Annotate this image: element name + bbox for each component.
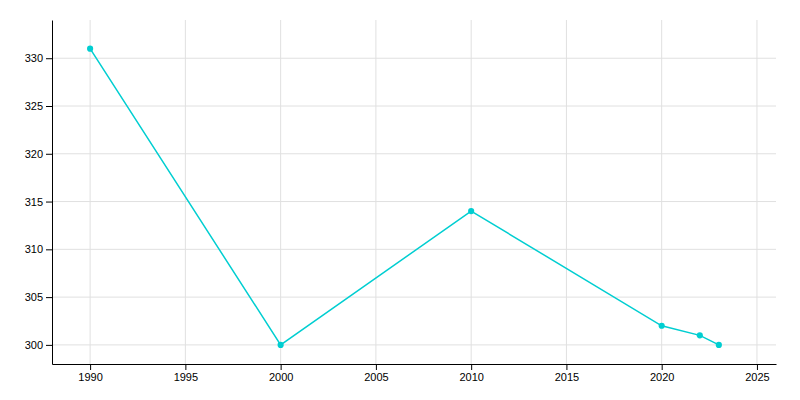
tick: 2000 xyxy=(269,364,293,383)
marker xyxy=(716,342,722,348)
grid-line xyxy=(52,106,776,107)
tick-label: 310 xyxy=(25,243,43,255)
tick-label: 325 xyxy=(25,100,43,112)
grid-line xyxy=(280,20,281,364)
grid-line xyxy=(52,58,776,59)
tick: 305 xyxy=(25,291,52,303)
tick: 330 xyxy=(25,52,52,64)
tick: 320 xyxy=(25,148,52,160)
tick: 2020 xyxy=(650,364,674,383)
tick-label: 2005 xyxy=(364,371,388,383)
grid-line xyxy=(52,201,776,202)
tick-label: 1995 xyxy=(174,371,198,383)
tick-label: 305 xyxy=(25,291,43,303)
tick: 2005 xyxy=(364,364,388,383)
tick-label: 315 xyxy=(25,196,43,208)
tick-label: 2015 xyxy=(555,371,579,383)
tick: 2015 xyxy=(555,364,579,383)
tick-mark xyxy=(185,364,186,370)
tick-mark xyxy=(376,364,377,370)
grid-line xyxy=(90,20,91,364)
tick-label: 2020 xyxy=(650,371,674,383)
tick-label: 2000 xyxy=(269,371,293,383)
tick: 2010 xyxy=(459,364,483,383)
tick-label: 2025 xyxy=(745,371,769,383)
series xyxy=(87,46,722,348)
tick: 325 xyxy=(25,100,52,112)
tick-label: 320 xyxy=(25,148,43,160)
grid-line xyxy=(52,344,776,345)
marker xyxy=(468,208,474,214)
line xyxy=(90,49,719,345)
tick-mark xyxy=(46,106,52,107)
tick-mark xyxy=(90,364,91,370)
grid-line xyxy=(185,20,186,364)
tick-mark xyxy=(566,364,567,370)
x-axis: 1990 1995 2000 2005 2010 2015 2020 2025 xyxy=(53,364,777,383)
grid-line xyxy=(375,20,376,364)
tick-label: 300 xyxy=(25,339,43,351)
y-axis: 300 305 310 315 320 325 330 xyxy=(25,21,53,365)
tick-mark xyxy=(46,154,52,155)
grid-line xyxy=(756,20,757,364)
tick-mark xyxy=(757,364,758,370)
tick: 315 xyxy=(25,196,52,208)
tick-mark xyxy=(46,249,52,250)
axis-line xyxy=(52,21,53,365)
grid-line xyxy=(661,20,662,364)
marker xyxy=(278,342,284,348)
tick: 1995 xyxy=(174,364,198,383)
grid-line xyxy=(52,297,776,298)
marker xyxy=(87,46,93,52)
tick: 310 xyxy=(25,243,52,255)
tick-mark xyxy=(662,364,663,370)
marker xyxy=(659,323,665,329)
tick: 2025 xyxy=(745,364,769,383)
grid xyxy=(52,20,776,364)
tick-mark xyxy=(281,364,282,370)
chart: 1990 1995 2000 2005 2010 2015 2020 2025 300 305 31… xyxy=(0,0,800,400)
tick: 300 xyxy=(25,339,52,351)
grid-line xyxy=(52,153,776,154)
tick-label: 1990 xyxy=(78,371,102,383)
grid-line xyxy=(566,20,567,364)
tick-mark xyxy=(471,364,472,370)
marker xyxy=(697,332,703,338)
tick-label: 330 xyxy=(25,52,43,64)
grid-line xyxy=(52,249,776,250)
tick-mark xyxy=(46,345,52,346)
tick: 1990 xyxy=(78,364,102,383)
tick-mark xyxy=(46,202,52,203)
tick-mark xyxy=(46,297,52,298)
tick-label: 2010 xyxy=(459,371,483,383)
axis-line xyxy=(53,364,777,365)
tick-mark xyxy=(46,58,52,59)
plot: 1990 1995 2000 2005 2010 2015 2020 2025 300 305 31… xyxy=(25,20,777,383)
grid-line xyxy=(471,20,472,364)
